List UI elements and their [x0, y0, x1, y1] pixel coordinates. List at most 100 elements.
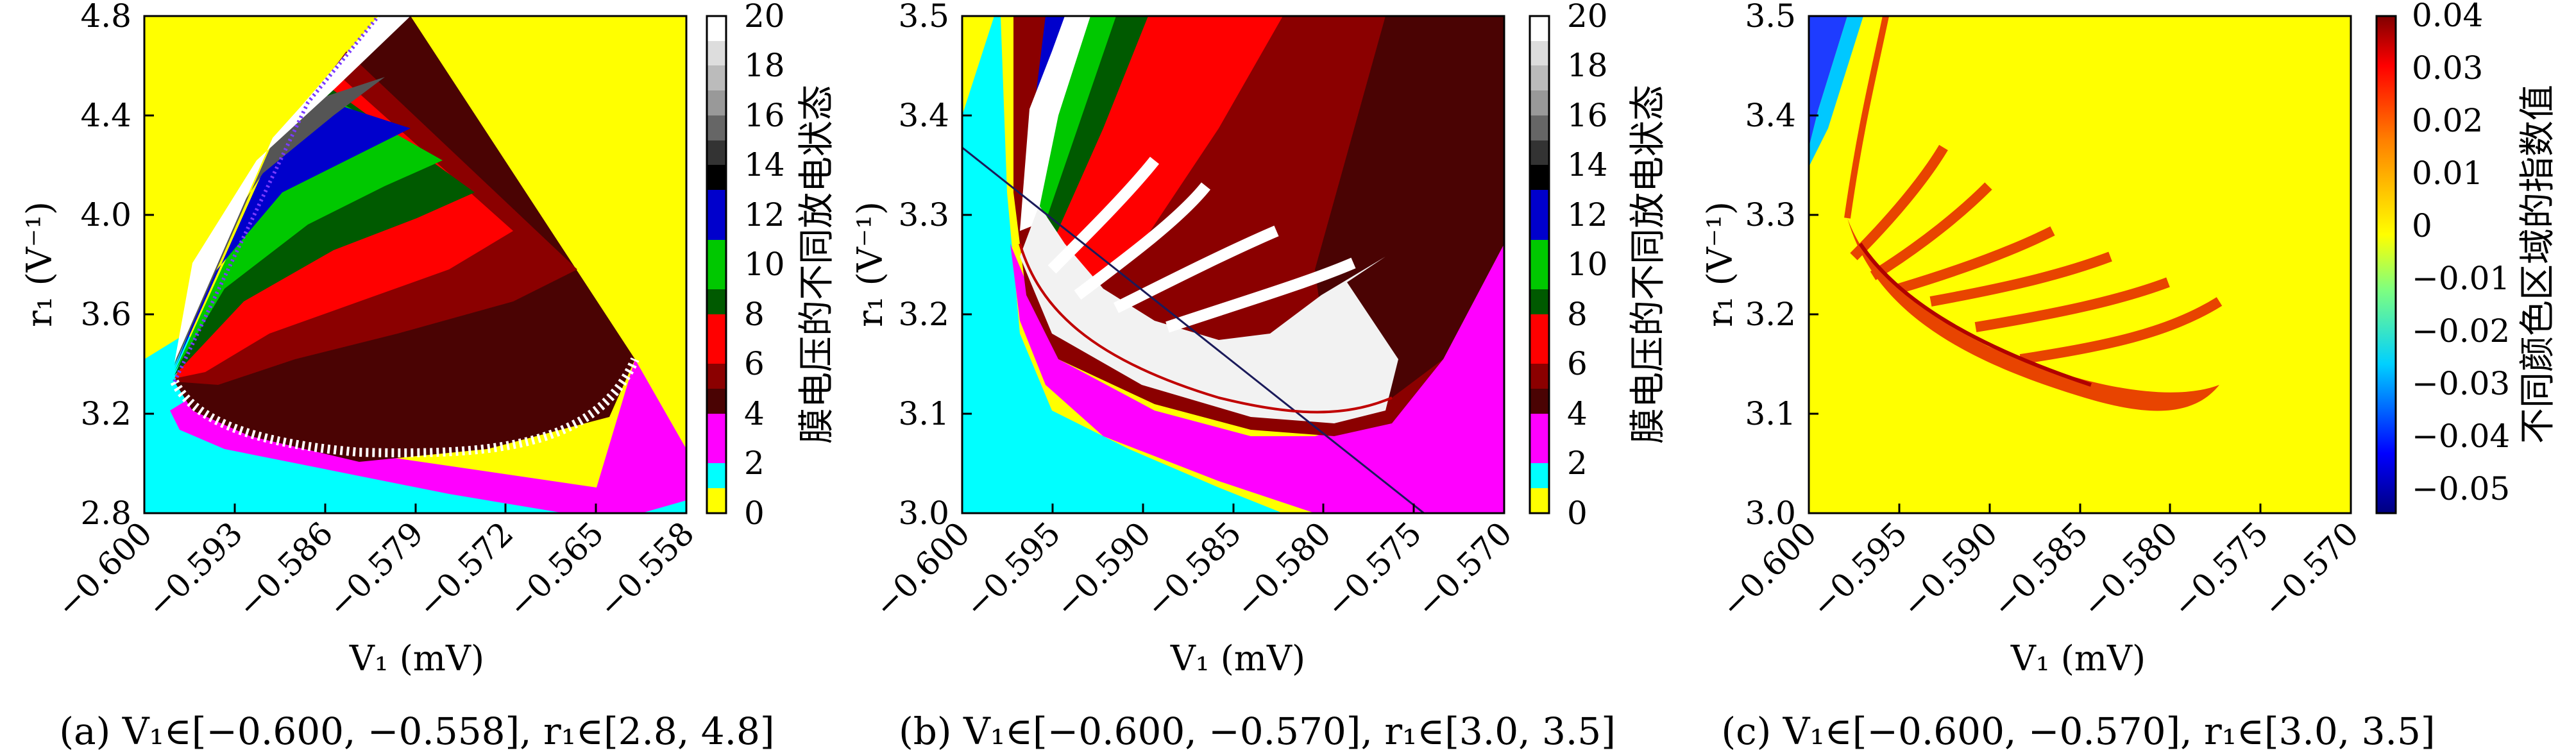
colorbar-tick-c: −0.05	[2412, 470, 2510, 507]
colorbar-tick-a: 16	[744, 97, 785, 134]
colorbar-tick-c: 0.02	[2412, 102, 2483, 139]
y-tick-label-b: 3.1	[898, 395, 949, 432]
y-tick-label-b: 3.3	[898, 196, 949, 233]
colorbar-tick-c: −0.01	[2412, 260, 2510, 297]
colorbar-tick-b: 4	[1567, 395, 1588, 432]
colorbar-tick-a: 6	[744, 345, 765, 382]
x-tick-label-c: −0.570	[2256, 514, 2366, 625]
band-darkgreen-b	[1033, 16, 1148, 244]
red-core-c	[1858, 242, 2092, 387]
colorbar-b: 0 2 4 6 8 10 12 14 16 18 20 膜电压的不同放电状态	[1529, 0, 1669, 532]
edge-dots-a	[173, 16, 380, 383]
colorbar-tick-a: 0	[744, 495, 765, 532]
colorbar-tick-b: 10	[1567, 246, 1608, 283]
colorbar-tick-b: 16	[1567, 97, 1608, 134]
colorbar-tick-b: 0	[1567, 495, 1588, 532]
caption-c: (c) V₁∈[−0.600, −0.570], r₁∈[3.0, 3.5]	[1721, 709, 2435, 753]
panel-a: 2.8 3.2 3.6 4.0 4.4 4.8 −0.600 −0.593 −0…	[19, 0, 838, 753]
x-axis-label-c: V₁ (mV)	[2010, 638, 2146, 679]
colorbar-tick-b: 8	[1567, 296, 1588, 333]
x-tick-label-b: −0.580	[1228, 514, 1339, 625]
x-ticks-a: −0.600 −0.593 −0.586 −0.579 −0.572 −0.56…	[49, 504, 702, 625]
red-lobe-main-c	[1847, 218, 2219, 411]
y-tick-label-a: 3.6	[80, 296, 131, 333]
x-tick-label-c: −0.575	[2165, 514, 2276, 625]
y-tick-label-a: 4.8	[80, 0, 131, 35]
y-axis-label-c: r₁ (V⁻¹)	[1700, 201, 1740, 327]
y-axis-label-b: r₁ (V⁻¹)	[850, 201, 890, 327]
x-tick-label-b: −0.585	[1139, 514, 1249, 625]
y-tick-label-c: 3.0	[1745, 495, 1796, 532]
boundary-a	[170, 357, 640, 457]
colorbar-tick-c: −0.04	[2412, 418, 2510, 455]
colorbar-tick-b: 12	[1567, 196, 1608, 233]
panel-b: 3.0 3.1 3.2 3.3 3.4 3.5 −0.600 −0.595 −0…	[850, 0, 1669, 753]
colorbar-tick-c: 0	[2412, 207, 2432, 244]
colorbar-tick-a: 12	[744, 196, 785, 233]
band-green-b	[1030, 16, 1116, 231]
colorbar-tick-c: −0.02	[2412, 312, 2510, 350]
x-tick-label-c: −0.585	[1985, 514, 2096, 625]
x-axis-label-b: V₁ (mV)	[1170, 638, 1305, 679]
y-ticks-b: 3.0 3.1 3.2 3.3 3.4 3.5	[898, 0, 972, 532]
y-tick-label-b: 3.4	[898, 97, 949, 134]
y-ticks-a: 2.8 3.2 3.6 4.0 4.4 4.8	[80, 0, 154, 532]
x-tick-label-a: −0.558	[591, 514, 702, 625]
caption-a: (a) V₁∈[−0.600, −0.558], r₁∈[2.8, 4.8]	[59, 709, 774, 753]
y-tick-label-a: 4.0	[80, 196, 131, 233]
y-tick-label-c: 3.5	[1745, 0, 1796, 35]
x-tick-label-b: −0.570	[1409, 514, 1520, 625]
x-tick-label-c: −0.595	[1804, 514, 1915, 625]
y-tick-label-c: 3.4	[1745, 97, 1796, 134]
region-cyan-c	[1809, 16, 1863, 167]
colorbar-tick-a: 18	[744, 47, 785, 84]
region-magenta-b	[1010, 244, 1504, 513]
red-lobes-c	[1850, 144, 2223, 364]
heatmap-b	[962, 16, 1504, 513]
colorbar-c: −0.05 −0.04 −0.03 −0.02 −0.01 0 0.01 0.0…	[2375, 0, 2559, 514]
caption-b: (b) V₁∈[−0.600, −0.570], r₁∈[3.0, 3.5]	[899, 709, 1616, 753]
x-tick-label-b: −0.575	[1319, 514, 1429, 625]
colorbar-tick-c: 0.04	[2412, 0, 2483, 34]
colorbar-tick-a: 4	[744, 395, 765, 432]
y-tick-label-b: 3.5	[898, 0, 949, 35]
panel-c: 3.0 3.1 3.2 3.3 3.4 3.5 −0.600 −0.595 −0…	[1700, 0, 2559, 753]
region-cyan-a	[144, 334, 686, 513]
band-white-b	[1020, 16, 1090, 231]
colorbar-tick-b: 20	[1567, 0, 1608, 35]
colorbar-tick-b: 2	[1567, 445, 1588, 482]
x-tick-label-b: −0.595	[958, 514, 1068, 625]
y-axis-label-a: r₁ (V⁻¹)	[19, 201, 60, 327]
y-tick-label-a: 4.4	[80, 97, 131, 134]
lobes-b	[1047, 157, 1356, 333]
red-curve-b	[1019, 243, 1393, 414]
fan-white-b	[1020, 205, 1398, 423]
x-tick-label-b: −0.590	[1048, 514, 1158, 625]
colorbar-tick-a: 14	[744, 146, 785, 183]
y-tick-label-a: 3.2	[80, 395, 131, 432]
colorbar-label-b: 膜电压的不同放电状态	[1627, 85, 1669, 444]
band-green-a	[174, 90, 443, 372]
colorbar-tick-c: −0.03	[2412, 365, 2510, 402]
colorbar-tick-a: 10	[744, 246, 785, 283]
colorbar-tick-c: 0.01	[2412, 155, 2483, 192]
y-tick-label-b: 3.2	[898, 296, 949, 333]
colorbar-tick-c: 0.03	[2412, 49, 2483, 87]
x-tick-label-a: −0.572	[411, 514, 521, 625]
x-tick-label-c: −0.590	[1895, 514, 2005, 625]
region-cyan-b	[962, 16, 1283, 513]
colorbar-a: 0 2 4 6 8 10 12 14 16 18 20 膜电压的不同放电状态	[706, 0, 838, 532]
x-tick-label-a: −0.586	[230, 514, 341, 625]
band-blue-a	[174, 96, 411, 369]
x-ticks-b: −0.600 −0.595 −0.590 −0.585 −0.580 −0.57…	[867, 504, 1520, 625]
diagonal-line-b	[962, 146, 1425, 513]
red-edge-c	[1844, 16, 1889, 219]
y-ticks-c: 3.0 3.1 3.2 3.3 3.4 3.5	[1745, 0, 1818, 532]
x-ticks-c: −0.600 −0.595 −0.590 −0.585 −0.580 −0.57…	[1714, 504, 2366, 625]
y-tick-label-c: 3.1	[1745, 395, 1796, 432]
colorbar-label-c: 不同颜色区域的指数值	[2517, 85, 2559, 444]
x-axis-label-a: V₁ (mV)	[349, 638, 484, 679]
x-tick-label-c: −0.580	[2075, 514, 2185, 625]
x-tick-label-a: −0.579	[321, 514, 431, 625]
